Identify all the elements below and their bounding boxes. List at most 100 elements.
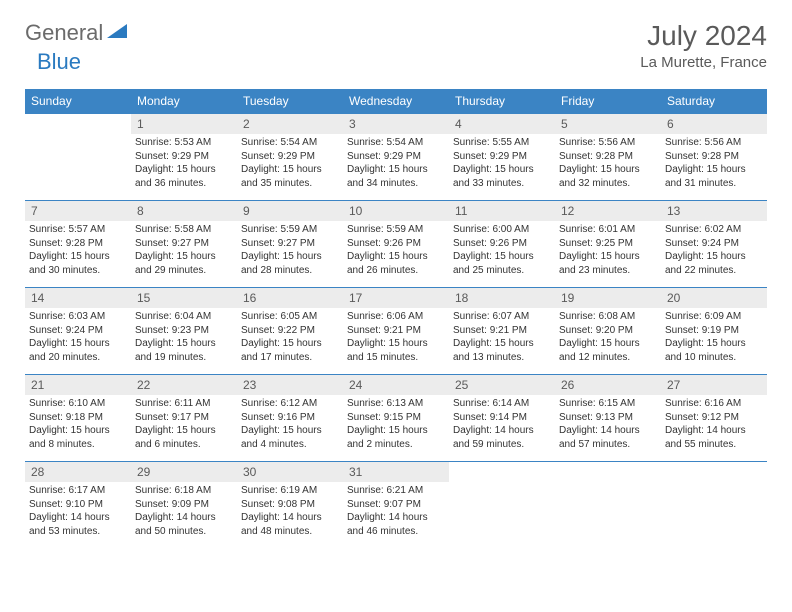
day-body: Sunrise: 5:54 AMSunset: 9:29 PMDaylight:… — [343, 134, 449, 194]
day-number: 21 — [25, 375, 131, 395]
day-body: Sunrise: 5:56 AMSunset: 9:28 PMDaylight:… — [555, 134, 661, 194]
calendar-cell: 29Sunrise: 6:18 AMSunset: 9:09 PMDayligh… — [131, 462, 237, 549]
day-body: Sunrise: 6:01 AMSunset: 9:25 PMDaylight:… — [555, 221, 661, 281]
calendar-cell: 25Sunrise: 6:14 AMSunset: 9:14 PMDayligh… — [449, 375, 555, 462]
day-body: Sunrise: 6:21 AMSunset: 9:07 PMDaylight:… — [343, 482, 449, 542]
logo: General — [25, 20, 129, 46]
day-body: Sunrise: 6:14 AMSunset: 9:14 PMDaylight:… — [449, 395, 555, 455]
day-number: 28 — [25, 462, 131, 482]
day-body: Sunrise: 6:10 AMSunset: 9:18 PMDaylight:… — [25, 395, 131, 455]
calendar-cell: 19Sunrise: 6:08 AMSunset: 9:20 PMDayligh… — [555, 288, 661, 375]
day-body: Sunrise: 5:56 AMSunset: 9:28 PMDaylight:… — [661, 134, 767, 194]
calendar-cell: 14Sunrise: 6:03 AMSunset: 9:24 PMDayligh… — [25, 288, 131, 375]
calendar-cell: 15Sunrise: 6:04 AMSunset: 9:23 PMDayligh… — [131, 288, 237, 375]
weekday-header: Tuesday — [237, 89, 343, 114]
weekday-header: Friday — [555, 89, 661, 114]
day-body: Sunrise: 5:54 AMSunset: 9:29 PMDaylight:… — [237, 134, 343, 194]
day-body: Sunrise: 6:00 AMSunset: 9:26 PMDaylight:… — [449, 221, 555, 281]
calendar-row: 21Sunrise: 6:10 AMSunset: 9:18 PMDayligh… — [25, 375, 767, 462]
day-number: 9 — [237, 201, 343, 221]
calendar-cell: 6Sunrise: 5:56 AMSunset: 9:28 PMDaylight… — [661, 114, 767, 201]
logo-triangle-icon — [107, 22, 127, 45]
day-number: 29 — [131, 462, 237, 482]
calendar-cell: 16Sunrise: 6:05 AMSunset: 9:22 PMDayligh… — [237, 288, 343, 375]
day-body: Sunrise: 5:58 AMSunset: 9:27 PMDaylight:… — [131, 221, 237, 281]
day-number: 24 — [343, 375, 449, 395]
calendar-cell: 1Sunrise: 5:53 AMSunset: 9:29 PMDaylight… — [131, 114, 237, 201]
calendar-cell: 23Sunrise: 6:12 AMSunset: 9:16 PMDayligh… — [237, 375, 343, 462]
logo-text-blue: Blue — [37, 49, 81, 74]
calendar-cell: 13Sunrise: 6:02 AMSunset: 9:24 PMDayligh… — [661, 201, 767, 288]
calendar-cell: 22Sunrise: 6:11 AMSunset: 9:17 PMDayligh… — [131, 375, 237, 462]
calendar-cell: 11Sunrise: 6:00 AMSunset: 9:26 PMDayligh… — [449, 201, 555, 288]
weekday-header: Monday — [131, 89, 237, 114]
day-number: 4 — [449, 114, 555, 134]
day-number: 23 — [237, 375, 343, 395]
day-body: Sunrise: 6:06 AMSunset: 9:21 PMDaylight:… — [343, 308, 449, 368]
title-block: July 2024 La Murette, France — [640, 20, 767, 71]
day-number: 13 — [661, 201, 767, 221]
day-body: Sunrise: 6:05 AMSunset: 9:22 PMDaylight:… — [237, 308, 343, 368]
calendar-cell: 26Sunrise: 6:15 AMSunset: 9:13 PMDayligh… — [555, 375, 661, 462]
weekday-header: Wednesday — [343, 89, 449, 114]
calendar-cell: 7Sunrise: 5:57 AMSunset: 9:28 PMDaylight… — [25, 201, 131, 288]
calendar-table: SundayMondayTuesdayWednesdayThursdayFrid… — [25, 89, 767, 548]
calendar-cell: 17Sunrise: 6:06 AMSunset: 9:21 PMDayligh… — [343, 288, 449, 375]
day-number: 14 — [25, 288, 131, 308]
calendar-cell: 2Sunrise: 5:54 AMSunset: 9:29 PMDaylight… — [237, 114, 343, 201]
day-number: 8 — [131, 201, 237, 221]
day-number: 3 — [343, 114, 449, 134]
day-number: 19 — [555, 288, 661, 308]
day-body: Sunrise: 6:08 AMSunset: 9:20 PMDaylight:… — [555, 308, 661, 368]
day-number: 5 — [555, 114, 661, 134]
calendar-cell: 31Sunrise: 6:21 AMSunset: 9:07 PMDayligh… — [343, 462, 449, 549]
calendar-cell: 9Sunrise: 5:59 AMSunset: 9:27 PMDaylight… — [237, 201, 343, 288]
calendar-cell: 27Sunrise: 6:16 AMSunset: 9:12 PMDayligh… — [661, 375, 767, 462]
day-number: 17 — [343, 288, 449, 308]
calendar-cell: 20Sunrise: 6:09 AMSunset: 9:19 PMDayligh… — [661, 288, 767, 375]
calendar-cell — [555, 462, 661, 549]
day-number: 6 — [661, 114, 767, 134]
calendar-cell — [25, 114, 131, 201]
calendar-cell: 18Sunrise: 6:07 AMSunset: 9:21 PMDayligh… — [449, 288, 555, 375]
day-number: 18 — [449, 288, 555, 308]
day-number: 12 — [555, 201, 661, 221]
calendar-row: 28Sunrise: 6:17 AMSunset: 9:10 PMDayligh… — [25, 462, 767, 549]
day-number: 10 — [343, 201, 449, 221]
day-body: Sunrise: 6:17 AMSunset: 9:10 PMDaylight:… — [25, 482, 131, 542]
calendar-cell: 30Sunrise: 6:19 AMSunset: 9:08 PMDayligh… — [237, 462, 343, 549]
weekday-header-row: SundayMondayTuesdayWednesdayThursdayFrid… — [25, 89, 767, 114]
weekday-header: Saturday — [661, 89, 767, 114]
calendar-cell — [661, 462, 767, 549]
calendar-cell: 3Sunrise: 5:54 AMSunset: 9:29 PMDaylight… — [343, 114, 449, 201]
day-body: Sunrise: 6:19 AMSunset: 9:08 PMDaylight:… — [237, 482, 343, 542]
day-body: Sunrise: 6:03 AMSunset: 9:24 PMDaylight:… — [25, 308, 131, 368]
calendar-row: 14Sunrise: 6:03 AMSunset: 9:24 PMDayligh… — [25, 288, 767, 375]
day-body: Sunrise: 5:55 AMSunset: 9:29 PMDaylight:… — [449, 134, 555, 194]
calendar-row: 1Sunrise: 5:53 AMSunset: 9:29 PMDaylight… — [25, 114, 767, 201]
day-body: Sunrise: 6:09 AMSunset: 9:19 PMDaylight:… — [661, 308, 767, 368]
day-number: 7 — [25, 201, 131, 221]
day-body: Sunrise: 6:12 AMSunset: 9:16 PMDaylight:… — [237, 395, 343, 455]
day-body: Sunrise: 5:59 AMSunset: 9:26 PMDaylight:… — [343, 221, 449, 281]
calendar-body: 1Sunrise: 5:53 AMSunset: 9:29 PMDaylight… — [25, 114, 767, 549]
weekday-header: Sunday — [25, 89, 131, 114]
month-title: July 2024 — [640, 20, 767, 52]
day-body: Sunrise: 6:15 AMSunset: 9:13 PMDaylight:… — [555, 395, 661, 455]
calendar-cell: 10Sunrise: 5:59 AMSunset: 9:26 PMDayligh… — [343, 201, 449, 288]
day-body: Sunrise: 5:59 AMSunset: 9:27 PMDaylight:… — [237, 221, 343, 281]
day-body: Sunrise: 6:13 AMSunset: 9:15 PMDaylight:… — [343, 395, 449, 455]
day-body: Sunrise: 6:16 AMSunset: 9:12 PMDaylight:… — [661, 395, 767, 455]
calendar-cell: 4Sunrise: 5:55 AMSunset: 9:29 PMDaylight… — [449, 114, 555, 201]
day-number: 2 — [237, 114, 343, 134]
day-number: 27 — [661, 375, 767, 395]
day-body: Sunrise: 5:57 AMSunset: 9:28 PMDaylight:… — [25, 221, 131, 281]
day-number: 11 — [449, 201, 555, 221]
logo-text-general: General — [25, 20, 103, 46]
calendar-row: 7Sunrise: 5:57 AMSunset: 9:28 PMDaylight… — [25, 201, 767, 288]
day-number: 1 — [131, 114, 237, 134]
day-body: Sunrise: 6:11 AMSunset: 9:17 PMDaylight:… — [131, 395, 237, 455]
day-body: Sunrise: 5:53 AMSunset: 9:29 PMDaylight:… — [131, 134, 237, 194]
day-number: 22 — [131, 375, 237, 395]
calendar-cell: 24Sunrise: 6:13 AMSunset: 9:15 PMDayligh… — [343, 375, 449, 462]
